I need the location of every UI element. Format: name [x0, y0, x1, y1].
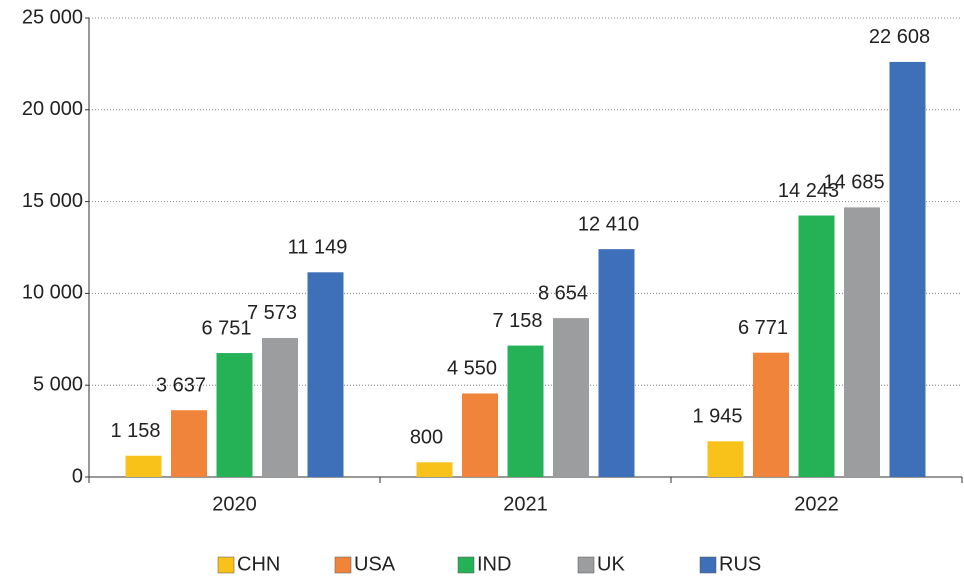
bar [553, 318, 589, 477]
bar [798, 215, 835, 477]
value-label: 8 654 [538, 282, 588, 304]
bar [598, 249, 635, 477]
x-tick-label: 2021 [503, 493, 548, 515]
value-label: 22 608 [869, 26, 930, 48]
value-label: 7 158 [492, 310, 542, 332]
value-label: 800 [410, 427, 443, 449]
legend-swatch [217, 556, 235, 574]
bar [262, 337, 298, 477]
bar [307, 272, 344, 477]
value-label: 14 685 [823, 172, 884, 194]
bar [462, 393, 498, 477]
legend-label: RUS [719, 553, 761, 575]
bar [889, 61, 926, 478]
value-label: 7 573 [247, 302, 297, 324]
legend-label: USA [354, 553, 396, 575]
legend-label: UK [597, 553, 625, 575]
bar [507, 345, 544, 477]
value-label: 3 637 [156, 375, 206, 397]
legend-swatch [699, 556, 717, 574]
bar [171, 410, 207, 477]
value-label: 11 149 [288, 237, 348, 259]
value-label: 4 550 [447, 358, 497, 380]
value-label: 6 751 [201, 317, 251, 339]
value-label: 14 243 [778, 180, 839, 202]
y-tick-label: 20 000 [22, 98, 83, 120]
bar [416, 462, 453, 477]
legend-swatch [457, 556, 475, 574]
value-label: 1 945 [692, 406, 742, 428]
legend-swatch [334, 556, 352, 574]
y-tick-label: 5 000 [33, 373, 83, 395]
bar [125, 455, 162, 477]
x-tick-label: 2022 [794, 493, 839, 515]
y-tick-label: 10 000 [22, 282, 83, 304]
legend-swatch [577, 556, 595, 574]
bar [753, 352, 789, 477]
bar [707, 441, 744, 477]
bar [216, 353, 253, 477]
legend-label: IND [477, 553, 511, 575]
bar [844, 207, 880, 477]
legend-label: CHN [237, 553, 280, 575]
y-tick-label: 15 000 [22, 190, 83, 212]
x-tick-label: 2020 [212, 493, 257, 515]
y-tick-label: 25 000 [22, 6, 83, 28]
value-label: 12 410 [578, 213, 639, 235]
y-tick-label: 0 [72, 465, 83, 487]
value-label: 1 158 [110, 420, 160, 442]
value-label: 6 771 [738, 317, 788, 339]
